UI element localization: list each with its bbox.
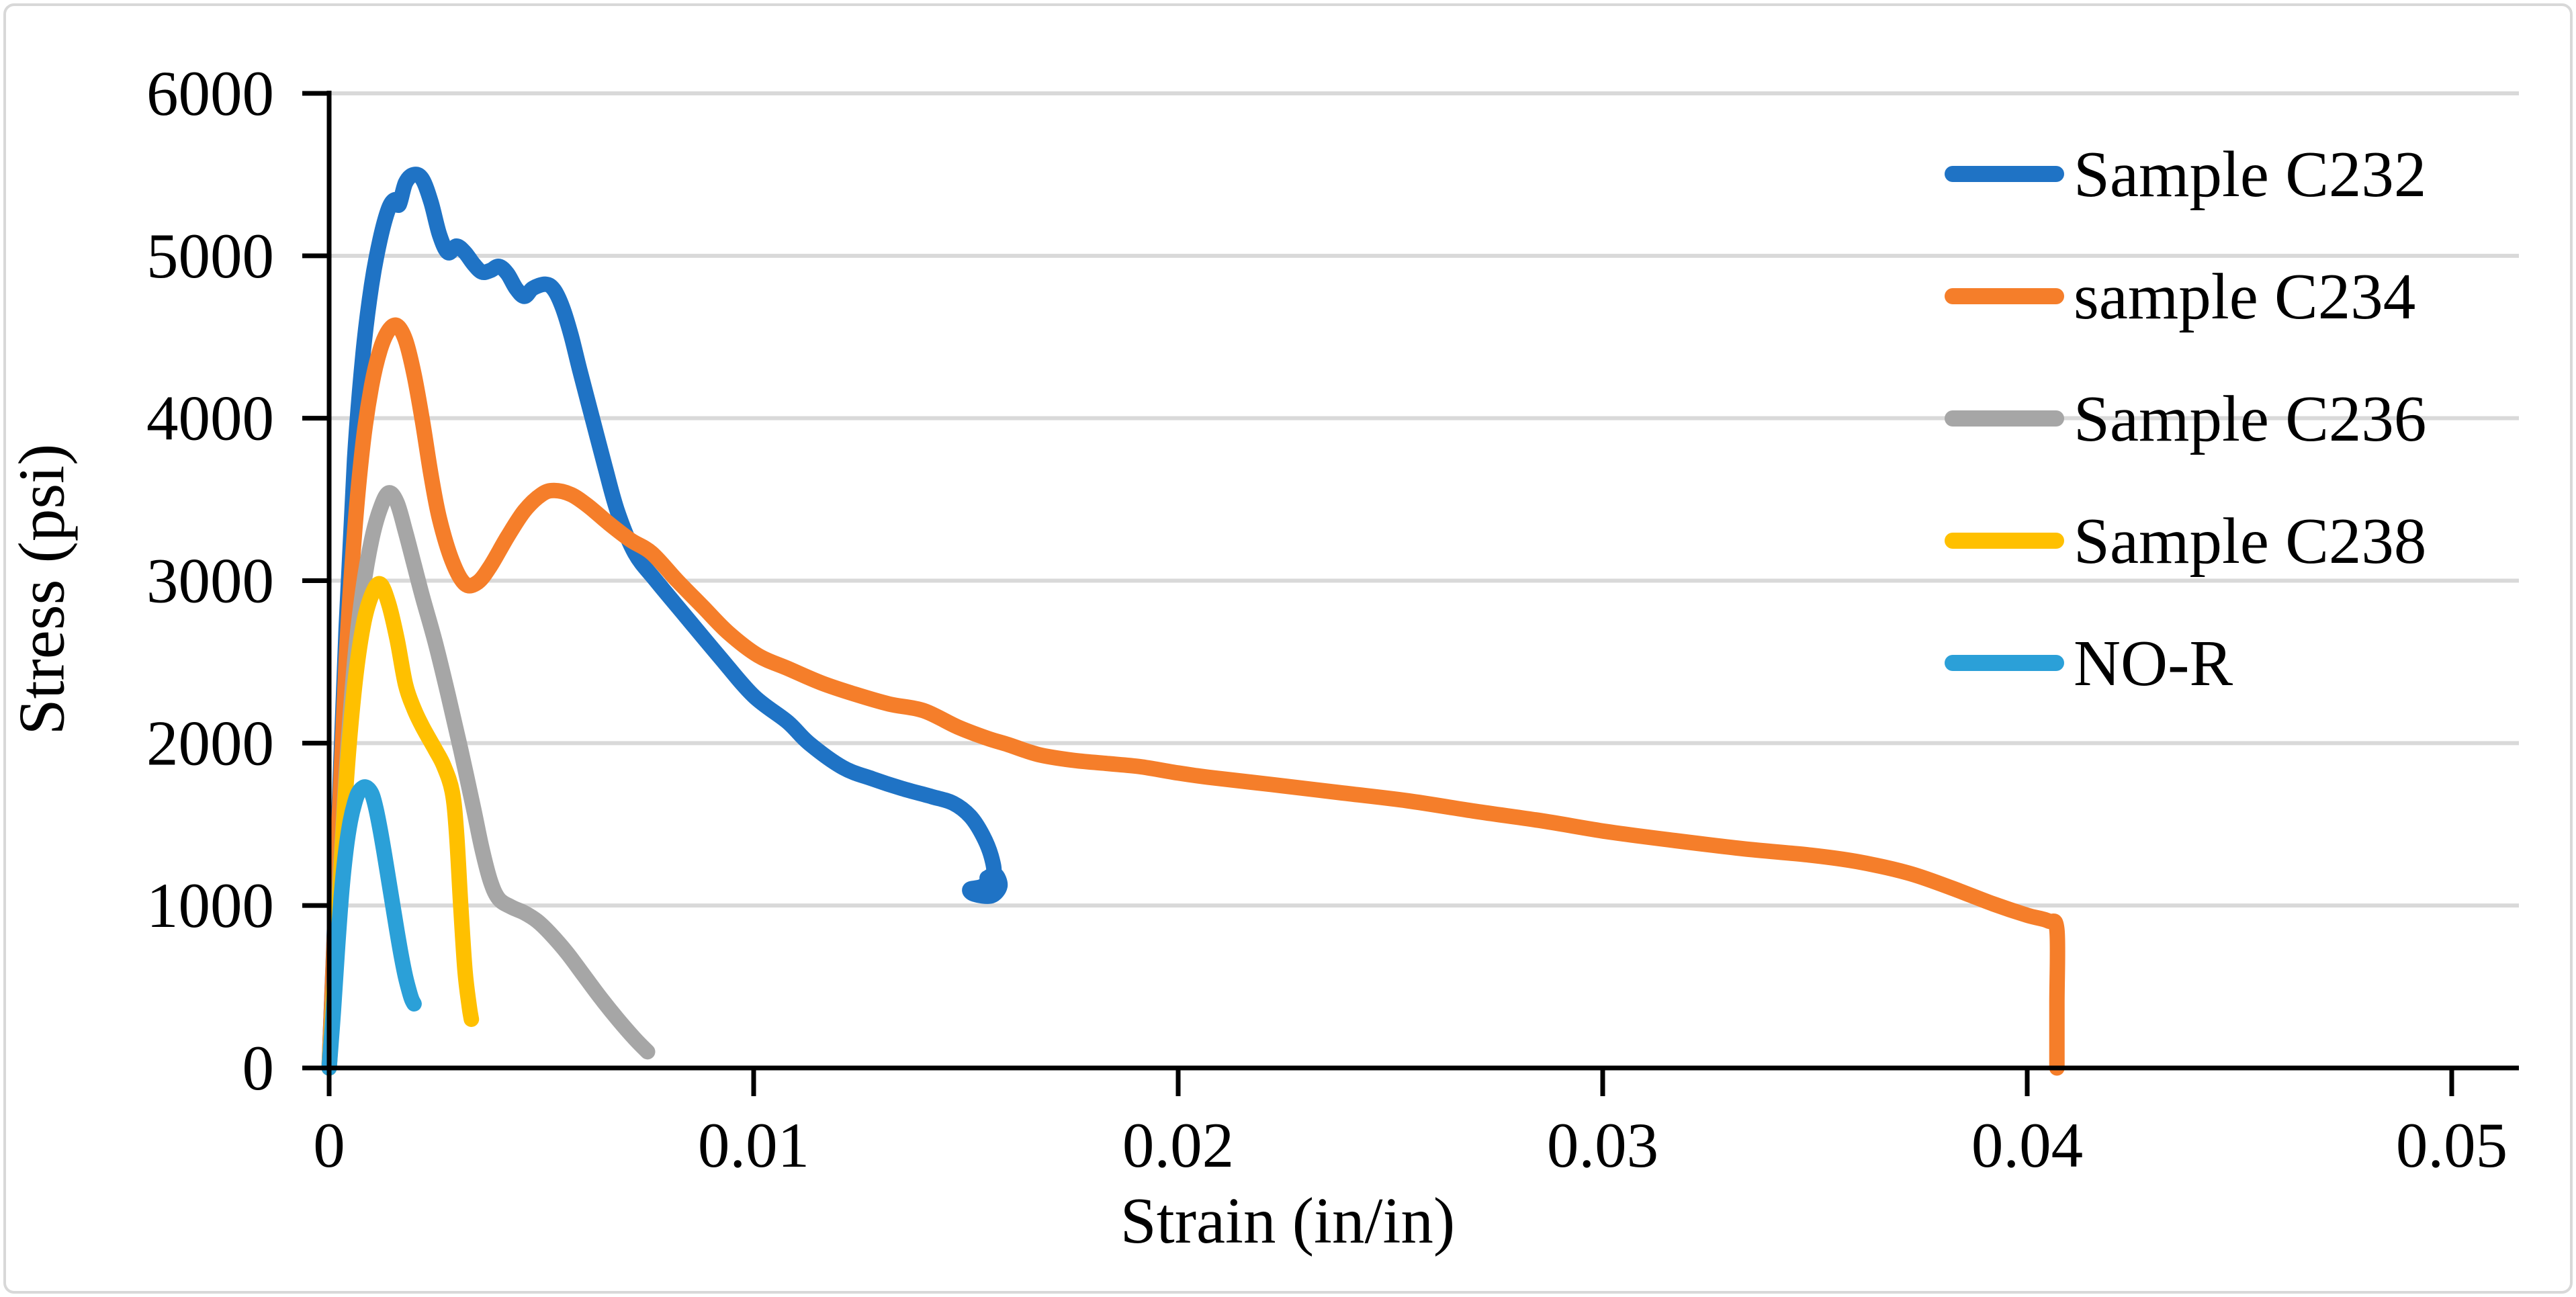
y-tick-label-6000: 6000: [146, 58, 274, 129]
legend-item-sample-c232: Sample C232: [1945, 134, 2426, 214]
series-line-sample-c234: [321, 317, 2066, 1076]
legend-label-no-r: NO-R: [2074, 627, 2233, 699]
legend-label-sample-c236: Sample C236: [2074, 382, 2427, 455]
y-axis-title: Stress (psi): [5, 443, 78, 735]
legend-item-sample-c236: Sample C236: [1945, 378, 2426, 459]
legend-item-no-r: NO-R: [1945, 623, 2233, 703]
legend-label-sample-c232: Sample C232: [2074, 138, 2427, 210]
legend-swatch-sample-c236: [1945, 410, 2064, 427]
x-tick-label-0.04: 0.04: [1971, 1110, 2083, 1181]
y-tick-label-5000: 5000: [146, 220, 274, 292]
x-tick-label-0.03: 0.03: [1547, 1110, 1658, 1181]
x-tick-label-0.02: 0.02: [1122, 1110, 1234, 1181]
legend-swatch-sample-c234: [1945, 288, 2064, 304]
series-line-sample-c238: [321, 576, 480, 1076]
legend-item-sample-c234: sample C234: [1945, 256, 2415, 337]
x-tick-label-0.01: 0.01: [698, 1110, 809, 1181]
series-line-no-r: [321, 779, 422, 1076]
x-axis-title: Strain (in/in): [1120, 1185, 1456, 1257]
series-line-sample-c232: [321, 167, 1008, 1076]
y-tick-label-3000: 3000: [146, 545, 274, 617]
legend-swatch-sample-c232: [1945, 166, 2064, 182]
legend-swatch-no-r: [1945, 655, 2064, 671]
x-tick-label-0: 0: [313, 1110, 345, 1181]
legend-label-sample-c234: sample C234: [2074, 260, 2416, 332]
y-tick-label-0: 0: [242, 1032, 275, 1104]
legend-swatch-sample-c238: [1945, 533, 2064, 549]
y-tick-label-4000: 4000: [146, 383, 274, 454]
legend-label-sample-c238: Sample C238: [2074, 504, 2427, 577]
y-tick-label-2000: 2000: [146, 707, 274, 778]
x-tick-label-0.05: 0.05: [2396, 1110, 2507, 1181]
y-tick-label-1000: 1000: [146, 870, 274, 941]
legend-item-sample-c238: Sample C238: [1945, 500, 2426, 581]
